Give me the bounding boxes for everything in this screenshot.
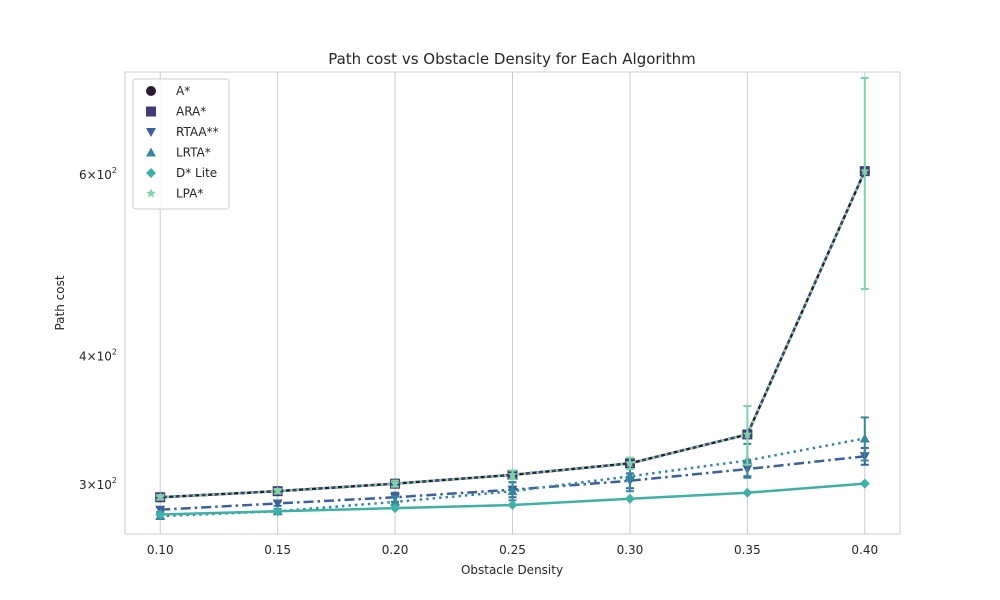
x-tick-label: 0.10	[147, 543, 174, 557]
legend-label: D* Lite	[176, 166, 217, 180]
legend-marker	[146, 168, 156, 178]
data-point	[390, 503, 401, 514]
data-point	[507, 500, 518, 511]
plot-area	[124, 71, 901, 535]
legend-label: RTAA**	[176, 125, 219, 139]
series-lpa	[155, 76, 870, 502]
data-point	[507, 486, 518, 496]
y-tick-label: 3×102	[79, 476, 117, 492]
legend-marker	[146, 147, 156, 157]
data-point	[390, 496, 401, 506]
x-tick-label: 0.25	[499, 543, 526, 557]
data-point	[624, 493, 635, 504]
x-tick-label: 0.40	[851, 543, 878, 557]
data-point	[272, 499, 283, 509]
legend-marker	[146, 106, 156, 117]
legend-label: LRTA*	[176, 146, 211, 160]
legend-marker	[146, 128, 156, 137]
x-tick-label: 0.35	[734, 543, 761, 557]
x-axis-label: Obstacle Density	[461, 563, 563, 577]
data-point	[742, 429, 753, 439]
legend-marker	[146, 188, 156, 198]
x-tick-label: 0.15	[264, 543, 291, 557]
data-point	[507, 469, 518, 479]
data-point	[272, 506, 283, 517]
legend-marker	[146, 86, 156, 96]
series-d-lite	[155, 478, 870, 520]
x-axis-ticks: 0.10 0.15 0.20 0.25 0.30 0.35 0.40	[147, 543, 878, 557]
legend-label: LPA*	[176, 187, 203, 201]
data-point	[155, 492, 165, 502]
x-tick-label: 0.20	[382, 543, 409, 557]
data-point	[859, 478, 870, 489]
y-tick-label: 4×102	[79, 347, 117, 363]
y-axis-ticks: 3×102 4×102 6×102	[79, 166, 117, 492]
data-point	[742, 487, 753, 498]
data-point	[860, 166, 870, 176]
y-tick-label: 6×102	[79, 166, 117, 182]
data-point	[624, 471, 635, 481]
y-axis-label: Path cost	[53, 275, 67, 330]
data-point	[859, 433, 870, 443]
chart-title: Path cost vs Obstacle Density for Each A…	[328, 50, 696, 68]
data-point	[155, 509, 166, 520]
series-layer	[155, 76, 870, 521]
legend-label: A*	[176, 84, 190, 98]
legend-label: ARA*	[176, 105, 206, 119]
data-point	[625, 458, 635, 468]
data-point	[390, 478, 400, 488]
legend: A* ARA* RTAA** LRTA* D* Lite LPA*	[132, 78, 230, 210]
x-tick-label: 0.30	[617, 543, 644, 557]
data-point	[272, 486, 283, 496]
legend-box	[132, 78, 230, 210]
